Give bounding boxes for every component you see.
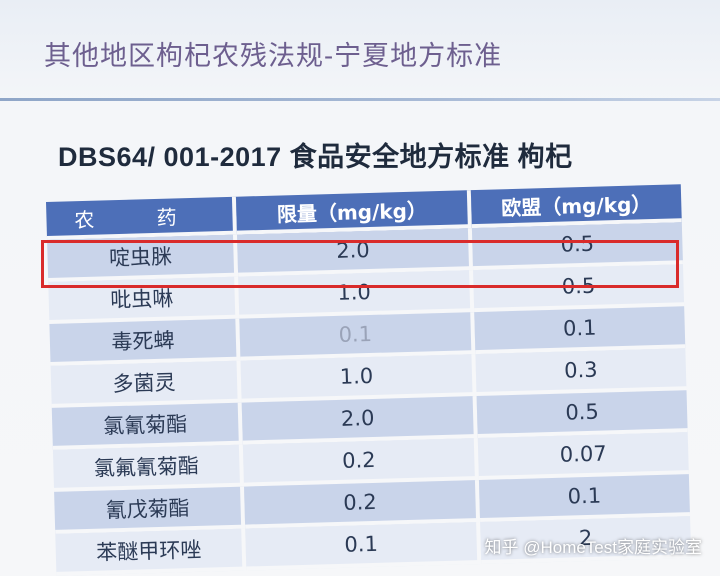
header-limit: 限量（mg/kg） bbox=[235, 190, 472, 235]
eu-limit-value: 0.3 bbox=[475, 348, 687, 397]
pesticide-name: 氰戊菊酯 bbox=[54, 486, 246, 534]
pesticide-name: 氯氰菊酯 bbox=[51, 402, 243, 450]
standard-subtitle: DBS64/ 001-2017 食品安全地方标准 枸杞 bbox=[58, 142, 573, 172]
eu-limit-value: 0.07 bbox=[477, 432, 689, 481]
limit-value: 0.1 bbox=[239, 312, 476, 361]
limit-value: 0.2 bbox=[244, 480, 481, 529]
limit-value: 1.0 bbox=[240, 354, 477, 403]
limit-value: 0.2 bbox=[242, 438, 479, 487]
pesticide-name: 氯氟氰菊酯 bbox=[52, 444, 245, 492]
eu-limit-value: 0.1 bbox=[478, 474, 691, 523]
slide-title: 其他地区枸杞农残法规-宁夏地方标准 bbox=[44, 41, 503, 72]
title-divider bbox=[0, 98, 720, 101]
eu-limit-value: 0.5 bbox=[476, 390, 688, 439]
highlight-box bbox=[41, 240, 679, 288]
watermark: 知乎 @HomeTest家庭实验室 bbox=[484, 538, 702, 557]
header-pesticide: 农 药 bbox=[46, 196, 237, 240]
pesticide-name: 多菌灵 bbox=[50, 360, 242, 408]
pesticide-name: 苯醚甲环唑 bbox=[55, 528, 247, 576]
pesticide-name: 毒死蜱 bbox=[49, 318, 241, 366]
limit-value: 0.1 bbox=[245, 522, 482, 571]
limit-value: 2.0 bbox=[241, 396, 478, 445]
eu-limit-value: 0.1 bbox=[474, 306, 686, 355]
header-eu-limit: 欧盟（mg/kg） bbox=[470, 184, 682, 229]
